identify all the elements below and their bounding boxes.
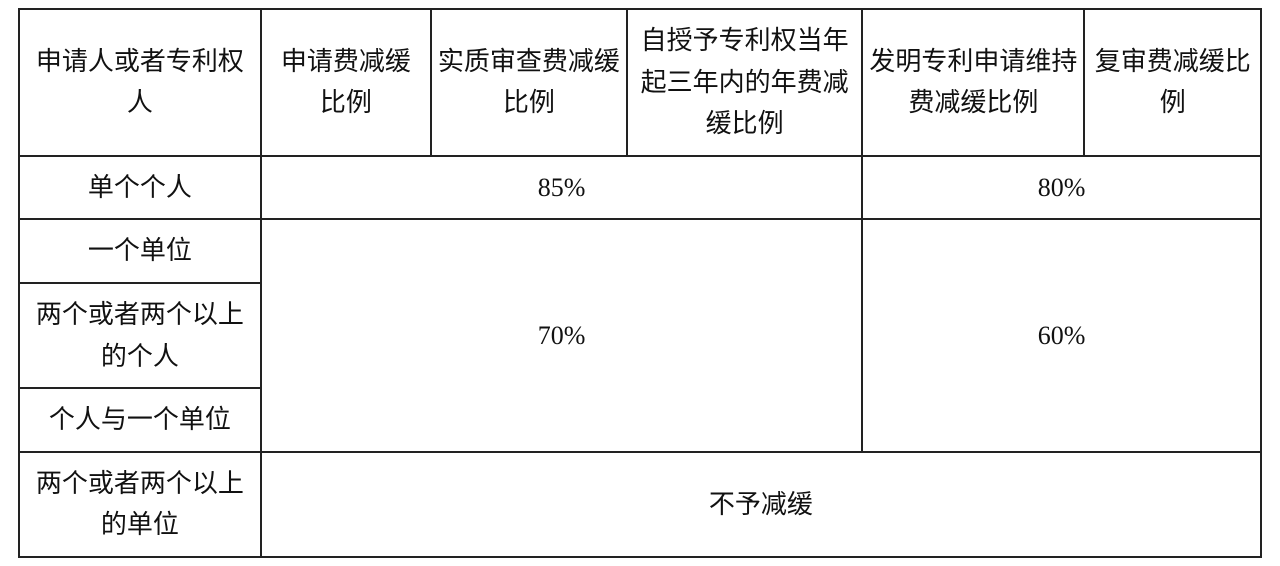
table-row: 一个单位 70% 60% [19, 219, 1261, 283]
cell-no-reduction: 不予减缓 [261, 452, 1261, 557]
col-header-examination-fee: 实质审查费减缓比例 [431, 9, 627, 156]
row-label-single-person: 单个个人 [19, 156, 261, 220]
row-label-two-plus-entities: 两个或者两个以上的单位 [19, 452, 261, 557]
col-header-maintenance-fee: 发明专利申请维持费减缓比例 [862, 9, 1084, 156]
row-label-person-and-entity: 个人与一个单位 [19, 388, 261, 452]
cell-80-percent: 80% [862, 156, 1261, 220]
col-header-application-fee: 申请费减缓比例 [261, 9, 431, 156]
col-header-reexam-fee: 复审费减缓比例 [1084, 9, 1261, 156]
col-header-annual-fee: 自授予专利权当年起三年内的年费减缓比例 [627, 9, 862, 156]
row-label-one-entity: 一个单位 [19, 219, 261, 283]
table-row: 单个个人 85% 80% [19, 156, 1261, 220]
cell-60-percent: 60% [862, 219, 1261, 451]
cell-85-percent: 85% [261, 156, 862, 220]
col-header-applicant: 申请人或者专利权人 [19, 9, 261, 156]
fee-reduction-table: 申请人或者专利权人 申请费减缓比例 实质审查费减缓比例 自授予专利权当年起三年内… [18, 8, 1262, 558]
table-header-row: 申请人或者专利权人 申请费减缓比例 实质审查费减缓比例 自授予专利权当年起三年内… [19, 9, 1261, 156]
table-row: 两个或者两个以上的单位 不予减缓 [19, 452, 1261, 557]
cell-70-percent: 70% [261, 219, 862, 451]
row-label-two-plus-persons: 两个或者两个以上的个人 [19, 283, 261, 388]
